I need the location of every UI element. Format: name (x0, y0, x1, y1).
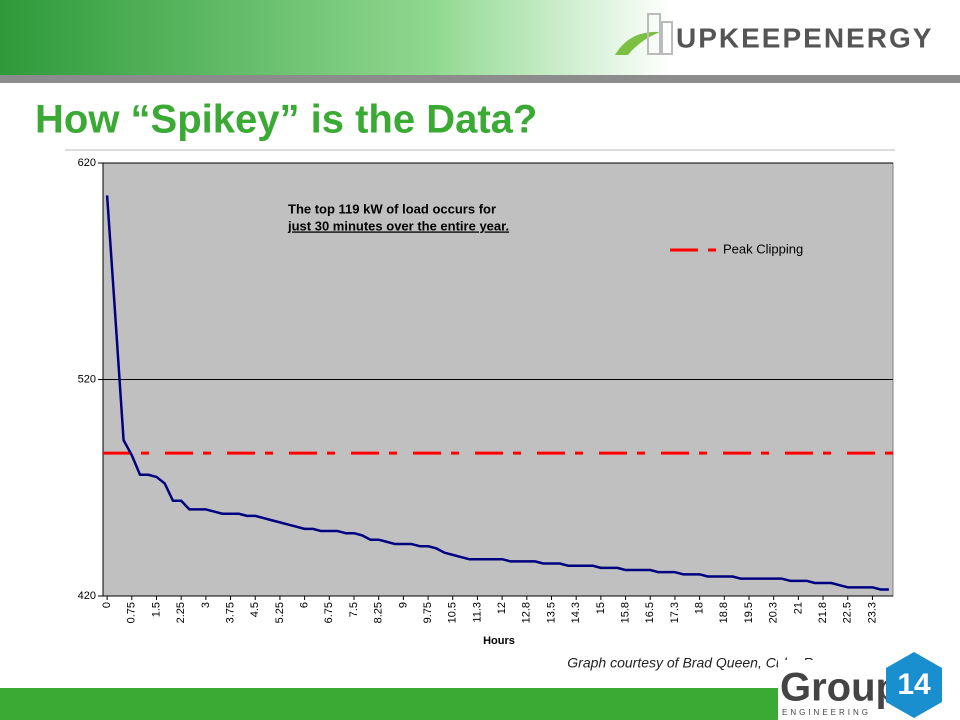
x-tick-label: 7.5 (348, 602, 360, 617)
footer-logo-number: 14 (897, 668, 931, 701)
x-tick-label: 22.5 (842, 602, 854, 623)
header-banner (0, 0, 960, 75)
annotation: The top 119 kW of load occurs for (288, 201, 496, 216)
x-tick-label: 21 (792, 602, 804, 614)
x-tick-label: 18.8 (718, 602, 730, 623)
footer-logo-subtitle: ENGINEERING (782, 708, 871, 717)
x-tick-label: 15 (595, 602, 607, 614)
x-tick-label: 13.5 (545, 602, 557, 623)
x-tick-label: 6 (299, 602, 311, 608)
footer-bar (0, 688, 780, 720)
x-tick-label: 9 (397, 602, 409, 608)
header-strip (0, 75, 960, 83)
slide-title: How “Spikey” is the Data? (35, 98, 537, 142)
x-tick-label: 18 (694, 602, 706, 614)
x-axis-label: Hours (483, 635, 515, 647)
annotation: just 30 minutes over the entire year. (287, 218, 509, 233)
x-tick-label: 19.5 (743, 602, 755, 623)
x-tick-label: 12 (496, 602, 508, 614)
footer-logo-hex (886, 652, 942, 718)
x-tick-label: 10.5 (447, 602, 459, 623)
x-tick-label: 3 (200, 602, 212, 608)
x-tick-label: 15.8 (619, 602, 631, 623)
y-tick-label: 420 (78, 590, 96, 602)
x-tick-label: 16.5 (644, 602, 656, 623)
x-tick-label: 0.75 (126, 602, 138, 623)
x-tick-label: 2.25 (175, 602, 187, 623)
logo-text: UPKEEPENERGY (676, 22, 933, 53)
footer-logo-name: Group (780, 666, 900, 710)
x-tick-label: 0 (101, 602, 113, 608)
x-tick-label: 20.3 (768, 602, 780, 623)
x-tick-label: 11.3 (471, 602, 483, 623)
x-tick-label: 9.75 (422, 602, 434, 623)
x-tick-label: 1.5 (150, 602, 162, 617)
x-tick-label: 23.3 (866, 602, 878, 623)
x-tick-label: 3.75 (224, 602, 236, 623)
x-tick-label: 21.8 (817, 602, 829, 623)
chart: 420 520 620 0 0.75 1.5 2.25 3 3.75 4.5 5.25 6 6.75 7.… (78, 157, 894, 647)
x-tick-label: 12.8 (521, 602, 533, 623)
x-tick-label: 14.3 (570, 602, 582, 623)
legend-label: Peak Clipping (723, 241, 803, 256)
y-tick-label: 520 (78, 373, 96, 385)
x-tick-label: 5.25 (274, 602, 286, 623)
x-tick-label: 6.75 (323, 602, 335, 623)
data-line (105, 195, 889, 591)
x-tick-label: 17.3 (669, 602, 681, 623)
y-tick-label: 620 (78, 157, 96, 169)
logo-icon (615, 13, 673, 55)
x-tick-label: 8.25 (373, 602, 385, 623)
x-tick-label: 4.5 (249, 602, 261, 617)
